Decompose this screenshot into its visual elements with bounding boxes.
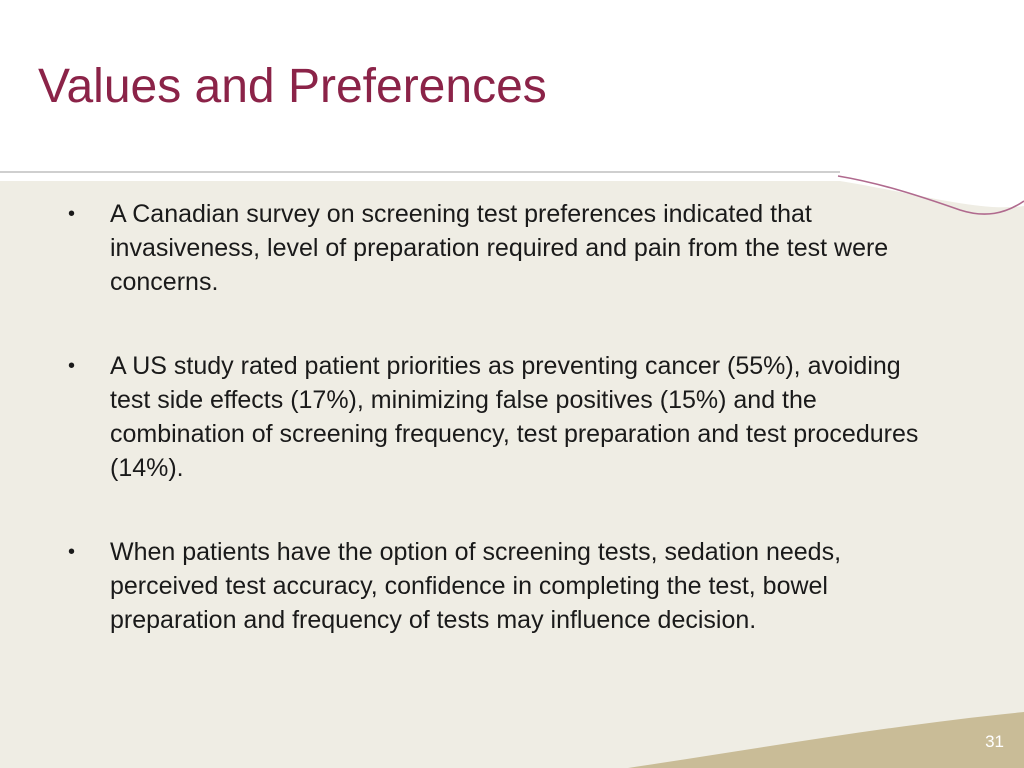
bullet-text: A Canadian survey on screening test pref… [110,200,889,296]
bullet-item: • A Canadian survey on screening test pr… [62,197,922,299]
bullet-item: • When patients have the option of scree… [62,535,922,637]
bullet-marker: • [68,355,76,377]
slide-title: Values and Preferences [38,60,547,113]
bullet-item: • A US study rated patient priorities as… [62,349,922,485]
bullet-text: When patients have the option of screeni… [110,538,842,634]
bullet-text: A US study rated patient priorities as p… [110,352,919,482]
corner-accent-shape [628,712,1024,768]
decorative-curve-line [837,175,1024,215]
bullet-marker: • [68,203,76,225]
page-number: 31 [985,732,1004,751]
bullet-marker: • [68,541,76,563]
bullet-list: • A Canadian survey on screening test pr… [62,197,922,637]
content-background-panel [0,181,1024,768]
